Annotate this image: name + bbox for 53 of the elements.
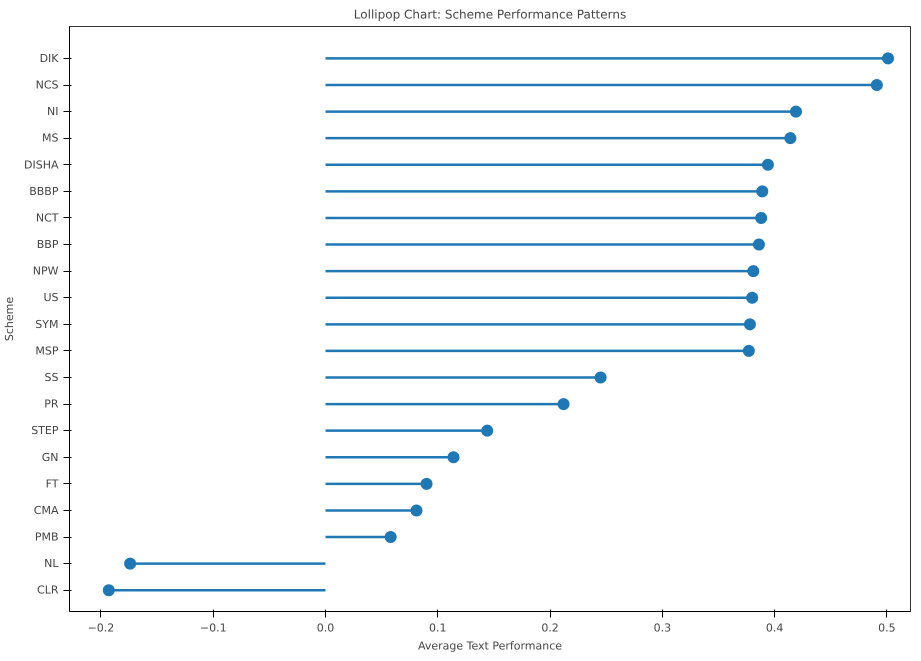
x-tick-label: 0.0 <box>316 622 334 634</box>
y-tick-label: NCT <box>36 211 59 224</box>
y-tick-label: SYM <box>35 318 59 331</box>
y-tick-label: CMA <box>34 504 59 517</box>
x-tick-label: 0.5 <box>878 622 896 634</box>
point <box>762 158 774 171</box>
point <box>746 292 758 304</box>
point <box>481 424 494 437</box>
y-tick-label: FT <box>46 477 59 490</box>
y-tick-label: SS <box>44 371 59 384</box>
point <box>784 132 796 144</box>
point <box>102 584 115 596</box>
y-tick-label: NL <box>44 557 60 570</box>
y-tick-label: PR <box>44 398 59 411</box>
point <box>744 318 756 330</box>
point <box>594 372 607 384</box>
point <box>742 344 755 357</box>
point <box>752 238 765 251</box>
y-tick-label: CLR <box>37 584 59 597</box>
x-tick-label: −0.2 <box>88 622 114 634</box>
y-tick-label: NCS <box>36 78 59 92</box>
y-tick-label: BBBP <box>29 184 59 198</box>
point <box>384 531 397 544</box>
point <box>420 478 433 490</box>
x-tick-label: 0.3 <box>654 622 672 634</box>
point <box>558 398 570 410</box>
point <box>756 185 768 198</box>
x-tick-label: 0.2 <box>541 622 559 634</box>
x-axis-title: Average Text Performance <box>418 640 562 652</box>
y-tick-label: MS <box>42 132 59 145</box>
y-tick-label: GN <box>42 450 59 464</box>
point <box>755 212 768 224</box>
point <box>870 79 883 91</box>
point <box>790 106 802 118</box>
x-tick-label: −0.1 <box>200 622 227 634</box>
y-tick-label: NPW <box>32 264 59 278</box>
chart-title: Lollipop Chart: Scheme Performance Patterns <box>354 8 626 22</box>
x-tick-label: 0.4 <box>766 622 784 634</box>
point <box>747 265 760 278</box>
y-axis-title: Scheme <box>3 296 16 342</box>
point <box>882 52 894 64</box>
y-tick-label: PMB <box>34 530 58 544</box>
y-tick-label: STEP <box>31 424 59 438</box>
y-tick-label: DIK <box>40 52 60 65</box>
y-tick-label: US <box>43 291 59 304</box>
y-tick-label: DISHA <box>24 158 59 172</box>
point <box>124 558 136 570</box>
y-tick-label: MSP <box>35 344 59 358</box>
point <box>448 451 460 464</box>
point <box>410 504 422 516</box>
y-tick-label: BBP <box>36 238 59 252</box>
y-tick-label: NI <box>47 105 59 118</box>
x-tick-label: 0.1 <box>429 622 447 634</box>
